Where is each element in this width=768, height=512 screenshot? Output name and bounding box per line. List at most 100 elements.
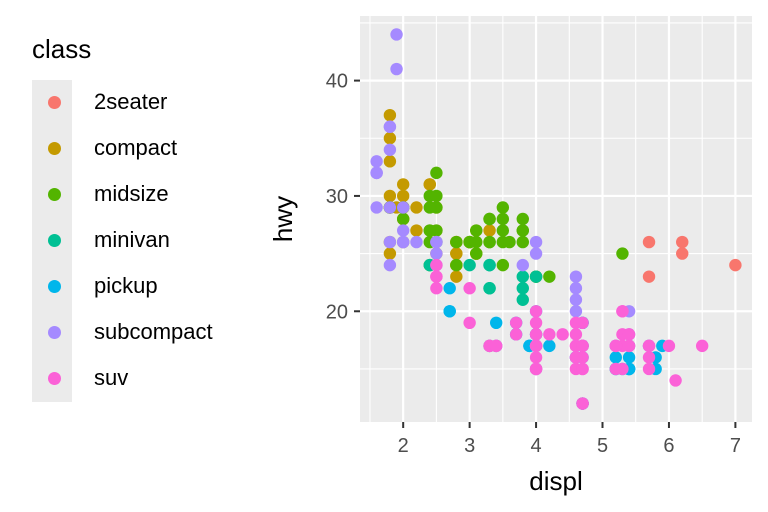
legend-item-pickup: pickup <box>32 264 262 310</box>
point-midsize <box>470 224 483 237</box>
point-minivan <box>516 270 529 283</box>
point-midsize <box>463 235 476 249</box>
point-subcompact <box>396 224 410 237</box>
legend-key-2seater <box>48 96 61 109</box>
point-subcompact <box>383 201 397 214</box>
legend-item-2seater: 2seater <box>32 80 262 126</box>
legend-label: minivan <box>94 227 170 252</box>
point-compact <box>383 155 397 168</box>
point-compact <box>396 189 410 203</box>
point-suv <box>529 362 543 376</box>
point-midsize <box>496 212 510 226</box>
point-compact <box>383 189 397 203</box>
point-suv <box>430 282 443 295</box>
point-subcompact <box>390 62 403 76</box>
legend-item-suv: suv <box>32 356 262 402</box>
point-suv <box>556 328 569 341</box>
point-pickup <box>543 339 556 353</box>
point-midsize <box>616 247 629 260</box>
plot-panel <box>360 16 752 422</box>
legend-label: suv <box>94 365 129 390</box>
point-subcompact <box>370 155 383 168</box>
point-suv <box>509 328 523 341</box>
point-minivan <box>483 258 496 272</box>
point-midsize <box>483 212 496 226</box>
point-midsize <box>450 258 463 272</box>
point-pickup <box>443 305 456 318</box>
point-suv <box>509 316 523 330</box>
point-midsize <box>543 270 556 283</box>
legend-label: pickup <box>94 273 158 298</box>
point-suv <box>622 339 636 353</box>
x-tick-label: 4 <box>531 435 542 457</box>
point-minivan <box>516 282 529 295</box>
point-minivan <box>463 258 476 272</box>
point-subcompact <box>410 235 423 249</box>
point-pickup <box>443 282 456 295</box>
point-suv <box>430 270 443 283</box>
point-midsize <box>423 224 436 237</box>
point-suv <box>529 339 543 353</box>
point-subcompact <box>430 235 443 249</box>
legend-label: compact <box>94 135 178 160</box>
point-suv <box>430 258 443 272</box>
legend-key-compact <box>48 142 61 155</box>
point-suv <box>569 351 583 364</box>
point-midsize <box>450 235 463 249</box>
x-axis-label: displ <box>529 466 582 496</box>
point-midsize <box>470 247 483 260</box>
x-tick-label: 5 <box>597 435 608 457</box>
point-midsize <box>483 235 496 249</box>
point-subcompact <box>383 120 397 133</box>
point-compact <box>410 201 423 214</box>
point-subcompact <box>396 235 410 249</box>
point-midsize <box>516 224 529 237</box>
point-subcompact <box>569 282 583 295</box>
legend-title: class <box>32 34 92 64</box>
point-minivan <box>483 282 496 295</box>
point-pickup <box>622 351 636 364</box>
point-minivan <box>529 270 543 283</box>
y-tick-label: 20 <box>326 301 348 323</box>
data-points <box>370 28 742 410</box>
legend-item-compact: compact <box>32 126 262 172</box>
point-compact <box>483 224 496 237</box>
point-subcompact <box>383 143 397 156</box>
major-gridlines <box>360 16 752 422</box>
point-suv <box>490 339 503 353</box>
point-suv <box>576 316 589 330</box>
point-minivan <box>516 293 529 306</box>
point-compact <box>383 108 397 122</box>
point-compact <box>450 270 463 283</box>
point-suv <box>576 362 589 376</box>
y-tick-label: 40 <box>326 71 348 93</box>
point-suv <box>642 351 656 364</box>
point-subcompact <box>370 166 383 180</box>
legend-key-subcompact <box>48 326 61 339</box>
point-midsize <box>496 201 510 214</box>
point-suv <box>695 339 709 353</box>
point-suv <box>529 305 543 318</box>
point-suv <box>529 351 543 364</box>
point-suv <box>642 339 656 353</box>
point-subcompact <box>569 293 583 306</box>
y-tick-label: 30 <box>326 186 348 208</box>
point-suv <box>543 328 556 341</box>
point-midsize <box>516 212 529 226</box>
point-2seater <box>729 258 742 272</box>
point-compact <box>450 247 463 260</box>
point-subcompact <box>569 305 583 318</box>
point-midsize <box>516 235 529 249</box>
legend-item-subcompact: subcompact <box>32 310 262 356</box>
point-subcompact <box>569 270 583 283</box>
point-suv <box>622 328 636 341</box>
point-subcompact <box>430 247 443 260</box>
legend-label: midsize <box>94 181 169 206</box>
legend-label: subcompact <box>94 319 213 344</box>
point-suv <box>669 374 682 387</box>
y-axis-label: hwy <box>268 196 298 242</box>
point-midsize <box>430 189 443 203</box>
point-compact <box>383 247 397 260</box>
point-suv <box>529 316 543 330</box>
axes: 2 3 4 5 6 7 20 30 40 <box>326 71 741 457</box>
